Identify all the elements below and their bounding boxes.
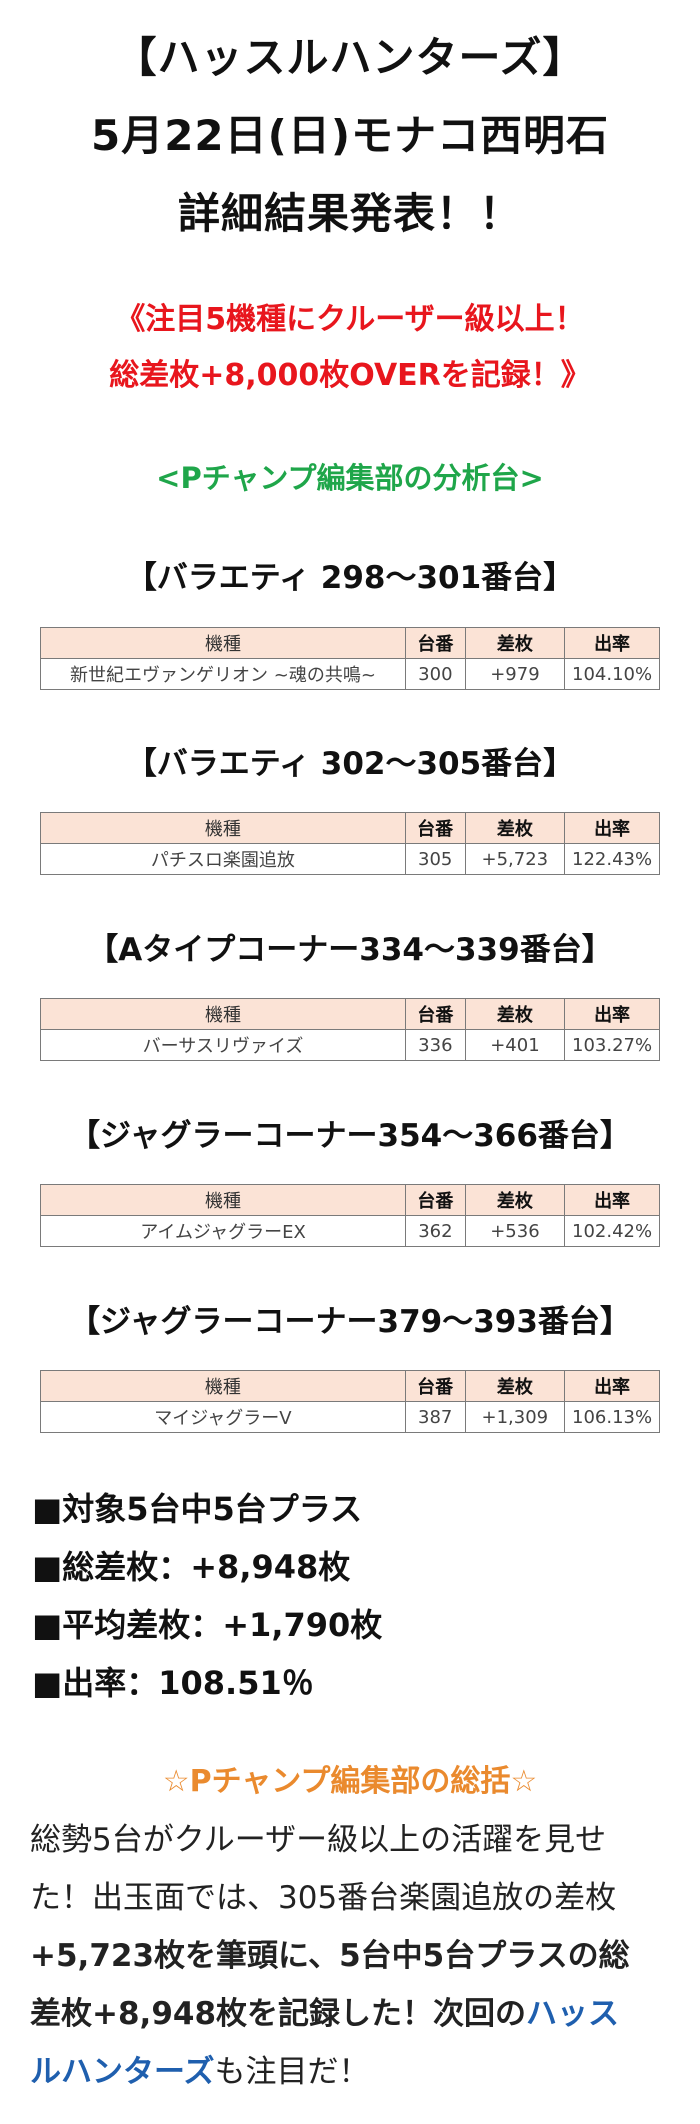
table-row: マイジャグラーV 387 +1,309 106.13% [40, 1401, 660, 1433]
cell-payout: 106.13% [564, 1401, 660, 1433]
section-heading-1: 【バラエティ 298〜301番台】 [125, 560, 575, 596]
title-line-2: 5月22日(日)モナコ西明石 [90, 111, 610, 160]
cell-payout: 102.42% [564, 1215, 660, 1247]
summary-line-5: ルハンターズも注目だ！ [30, 2043, 678, 2101]
cell-payout: 103.27% [564, 1029, 660, 1061]
table-header-row: 機種 台番 差枚 出率 [40, 1370, 660, 1402]
table-row: アイムジャグラーEX 362 +536 102.42% [39, 1215, 660, 1247]
cell-diff: +979 [464, 658, 566, 690]
summary-line-5-text: も注目だ！ [214, 2054, 370, 2090]
header-payout: 出率 [564, 627, 660, 659]
section-heading-3: 【Aタイプコーナー334〜339番台】 [87, 932, 613, 968]
cell-diff: +1,309 [464, 1401, 566, 1433]
analysis-heading: <Pチャンプ編集部の分析台> [156, 461, 544, 495]
header-unit-no: 台番 [404, 1370, 466, 1402]
table-header-row: 機種 台番 差枚 出率 [40, 627, 660, 659]
cell-unit-no: 305 [404, 843, 466, 875]
header-unit-no: 台番 [405, 1184, 466, 1216]
header-unit-no: 台番 [405, 627, 466, 659]
cell-payout: 104.10% [564, 658, 660, 690]
cell-diff: +5,723 [464, 843, 566, 875]
header-payout: 出率 [564, 1184, 660, 1216]
table-row: 新世紀エヴァンゲリオン ~魂の共鳴~ 300 +979 104.10% [40, 658, 660, 690]
header-unit-no: 台番 [404, 812, 466, 844]
cell-model: マイジャグラーV [40, 1401, 406, 1433]
summary-heading: ☆Pチャンプ編集部の総括☆ [162, 1764, 538, 1799]
header-diff: 差枚 [464, 812, 566, 844]
section-heading-2: 【バラエティ 302〜305番台】 [125, 746, 575, 782]
highlight-line-2: 総差枚+8,000枚OVERを記録！》 [109, 358, 591, 393]
stat-total-diff: ■総差枚：+8,948枚 [32, 1548, 351, 1586]
summary-line-3-text: +5,723枚を筆頭に、5台中5台プラスの総 [30, 1938, 630, 1974]
cell-diff: +401 [464, 1029, 566, 1061]
cell-unit-no: 336 [405, 1029, 466, 1061]
summary-line-3: +5,723枚を筆頭に、5台中5台プラスの総 [30, 1927, 678, 1985]
section-heading-5: 【ジャグラーコーナー379〜393番台】 [69, 1304, 631, 1340]
table-header-row: 機種 台番 差枚 出率 [40, 998, 660, 1030]
header-model: 機種 [40, 812, 406, 844]
table-header-row: 機種 台番 差枚 出率 [40, 812, 660, 844]
result-table-2: 機種 台番 差枚 出率 パチスロ楽園追放 305 +5,723 122.43% [40, 812, 660, 875]
header-payout: 出率 [564, 812, 660, 844]
summary-line-2: た！出玉面では、305番台楽園追放の差枚 [30, 1869, 678, 1927]
cell-unit-no: 300 [405, 658, 466, 690]
summary-line-4: 差枚+8,948枚を記録した！次回のハッス [30, 1985, 678, 2043]
cell-model: バーサスリヴァイズ [40, 1029, 406, 1061]
summary-line-1: 総勢5台がクルーザー級以上の活躍を見せ [30, 1822, 607, 1858]
cell-diff: +536 [464, 1215, 566, 1247]
cell-unit-no: 387 [404, 1401, 466, 1433]
header-diff: 差枚 [464, 1184, 566, 1216]
stat-payout: ■出率：108.51％ [32, 1664, 314, 1702]
table-row: バーサスリヴァイズ 336 +401 103.27% [40, 1029, 660, 1061]
result-table-5: 機種 台番 差枚 出率 マイジャグラーV 387 +1,309 106.13% [40, 1370, 660, 1433]
hustle-hunters-link-part-1[interactable]: ハッス [526, 1996, 620, 2032]
header-diff: 差枚 [464, 1370, 566, 1402]
header-model: 機種 [39, 1184, 407, 1216]
header-model: 機種 [40, 627, 406, 659]
table-row: パチスロ楽園追放 305 +5,723 122.43% [40, 843, 660, 875]
cell-model: 新世紀エヴァンゲリオン ~魂の共鳴~ [40, 658, 406, 690]
result-table-1: 機種 台番 差枚 出率 新世紀エヴァンゲリオン ~魂の共鳴~ 300 +979 … [40, 627, 660, 690]
cell-model: アイムジャグラーEX [39, 1215, 407, 1247]
highlight-line-1: 《注目5機種にクルーザー級以上！ [115, 302, 585, 337]
title-line-1: 【ハッスルハンターズ】 [114, 33, 586, 82]
hustle-hunters-link-part-2[interactable]: ルハンターズ [30, 2054, 215, 2090]
result-table-3: 機種 台番 差枚 出率 バーサスリヴァイズ 336 +401 103.27% [40, 998, 660, 1061]
header-diff: 差枚 [464, 627, 566, 659]
section-heading-4: 【ジャグラーコーナー354〜366番台】 [69, 1118, 631, 1154]
header-payout: 出率 [564, 1370, 660, 1402]
summary-line-2-text: た！出玉面では、305番台楽園追放の差枚 [30, 1880, 617, 1916]
header-payout: 出率 [564, 998, 660, 1030]
stat-average-diff: ■平均差枚：+1,790枚 [32, 1606, 383, 1644]
header-model: 機種 [40, 998, 406, 1030]
header-unit-no: 台番 [405, 998, 466, 1030]
cell-unit-no: 362 [405, 1215, 466, 1247]
summary-line-4-text: 差枚+8,948枚を記録した！次回の [30, 1996, 527, 2032]
header-model: 機種 [40, 1370, 406, 1402]
stat-target: ■対象5台中5台プラス [32, 1490, 363, 1528]
cell-payout: 122.43% [564, 843, 660, 875]
cell-model: パチスロ楽園追放 [40, 843, 406, 875]
table-header-row: 機種 台番 差枚 出率 [39, 1184, 660, 1216]
header-diff: 差枚 [464, 998, 566, 1030]
result-table-4: 機種 台番 差枚 出率 アイムジャグラーEX 362 +536 102.42% [39, 1184, 660, 1247]
title-line-3: 詳細結果発表！！ [177, 189, 522, 238]
